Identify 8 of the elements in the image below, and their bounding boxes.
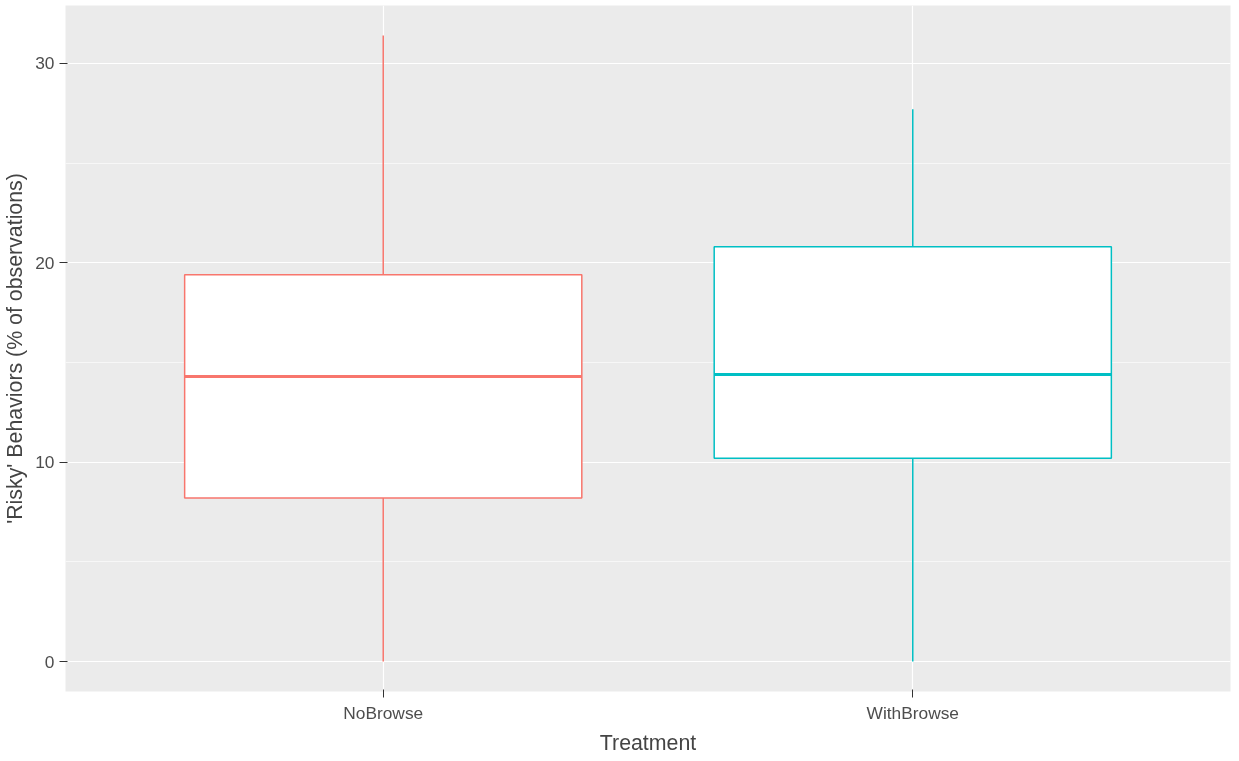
x-tick-label: WithBrowse (866, 702, 959, 723)
y-tick-label: 20 (35, 252, 55, 273)
y-tick-label: 30 (35, 53, 55, 74)
x-tick-label: NoBrowse (343, 702, 424, 723)
x-axis-title: Treatment (599, 730, 697, 755)
y-axis-title: 'Risky' Behaviors (% of observations) (3, 173, 28, 524)
y-tick-label: 0 (44, 651, 55, 672)
y-tick-label: 10 (35, 452, 55, 473)
